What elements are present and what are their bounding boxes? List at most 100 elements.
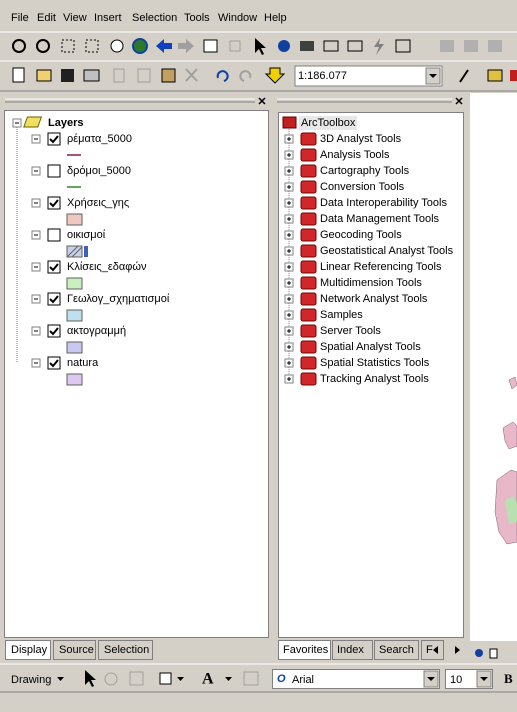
rotate[interactable] (104, 672, 118, 686)
tool-name[interactable]: Geostatistical Analyst Tools (320, 245, 454, 257)
fixed-zoom[interactable] (85, 39, 99, 53)
new[interactable] (12, 67, 25, 83)
hyperlink[interactable] (374, 38, 384, 55)
tool-name[interactable]: Conversion Tools (320, 181, 405, 193)
tool-name[interactable]: Geocoding Tools (320, 229, 402, 241)
close-button[interactable] (455, 97, 463, 105)
menu-item[interactable]: Selection (132, 12, 177, 24)
zoom-in[interactable] (12, 39, 26, 53)
drawing-menu[interactable]: Drawing (11, 674, 51, 686)
find[interactable] (300, 41, 314, 51)
tool-name[interactable]: Server Tools (320, 325, 381, 337)
scale-box[interactable] (294, 65, 443, 87)
zoom-whole[interactable] (129, 671, 144, 686)
layer-name[interactable]: Χρήσεις_γης (67, 197, 129, 209)
fixed-zoom[interactable] (61, 39, 75, 53)
menu-item[interactable]: Tools (184, 12, 210, 24)
edit-vertices[interactable] (243, 671, 259, 686)
menu-item[interactable]: Edit (37, 12, 56, 24)
tab[interactable] (421, 640, 444, 660)
copy[interactable] (137, 68, 151, 83)
select-elements[interactable] (85, 670, 96, 687)
text-tool[interactable]: A (202, 671, 214, 688)
tool-name[interactable]: Multidimension Tools (320, 277, 422, 289)
tool-name[interactable]: Spatial Analyst Tools (320, 341, 421, 353)
tab-label[interactable]: Display (11, 644, 48, 656)
cut[interactable] (113, 68, 125, 83)
font-box[interactable] (272, 669, 440, 689)
add-data[interactable] (264, 67, 286, 84)
rectangle[interactable] (159, 672, 172, 685)
tool-name[interactable]: Tracking Analyst Tools (320, 373, 429, 385)
tab[interactable] (278, 640, 331, 660)
tab[interactable] (374, 640, 419, 660)
tool-name[interactable]: Data Interoperability Tools (320, 197, 447, 209)
layer-checkbox[interactable] (47, 132, 61, 146)
zoom-out[interactable] (36, 39, 50, 53)
layer-name[interactable]: Γεωλογ_σχηματισμοί (67, 293, 170, 305)
tab-label[interactable]: Selection (104, 644, 149, 656)
tab-scroll-left[interactable] (433, 646, 438, 654)
time-slider[interactable] (395, 39, 411, 53)
full-extent[interactable] (132, 38, 148, 54)
tab-label[interactable]: Source (59, 644, 94, 656)
close-button[interactable] (258, 97, 266, 105)
tool-name[interactable]: Data Management Tools (320, 213, 440, 225)
layer-name[interactable]: ρέματα_5000 (67, 133, 132, 145)
tab-label[interactable]: Favorites (283, 644, 329, 656)
tab-label[interactable]: F (426, 644, 433, 656)
menu-item[interactable]: Help (264, 12, 287, 24)
menu-item[interactable]: View (63, 12, 87, 24)
bold-button[interactable]: B (504, 671, 513, 686)
delete[interactable] (185, 68, 198, 82)
layer-checkbox[interactable] (47, 356, 61, 370)
editor[interactable] (459, 69, 469, 83)
layer-checkbox[interactable] (47, 260, 61, 274)
layer-checkbox[interactable] (47, 292, 61, 306)
tab-label[interactable]: Index (337, 644, 364, 656)
tool-name[interactable]: Spatial Statistics Tools (320, 357, 430, 369)
layer-checkbox[interactable] (47, 324, 61, 338)
select-elements[interactable] (255, 38, 266, 55)
layer-name[interactable]: δρόμοι_5000 (67, 165, 131, 177)
tool-name[interactable]: Network Analyst Tools (320, 293, 428, 305)
menu-item[interactable]: Insert (94, 12, 122, 24)
toolbox-button[interactable] (510, 70, 517, 81)
layer-checkbox[interactable] (47, 164, 61, 178)
measure[interactable] (347, 40, 363, 52)
menu-item[interactable]: Window (218, 12, 257, 24)
layer-name[interactable]: ακτογραμμή (67, 325, 126, 337)
save[interactable] (61, 69, 74, 82)
layer-name[interactable]: natura (67, 357, 99, 369)
clear-selection[interactable] (229, 40, 241, 52)
undo[interactable] (216, 70, 229, 82)
tab[interactable] (53, 640, 96, 660)
identify[interactable] (278, 40, 290, 52)
go-to-xy[interactable] (323, 40, 339, 52)
tool-name[interactable]: Samples (320, 309, 363, 321)
paste[interactable] (161, 68, 176, 83)
tab-label[interactable]: Search (379, 644, 414, 656)
tab-scroll-right[interactable] (455, 646, 460, 654)
tool-name[interactable]: Cartography Tools (320, 165, 410, 177)
open[interactable] (36, 69, 52, 82)
pan[interactable] (110, 39, 124, 53)
tool-name[interactable]: Analysis Tools (320, 149, 390, 161)
catalog[interactable] (487, 69, 503, 82)
tool-name[interactable]: 3D Analyst Tools (320, 133, 402, 145)
tab[interactable] (5, 640, 51, 660)
layer-checkbox[interactable] (47, 228, 61, 242)
data-view[interactable] (475, 649, 483, 657)
layer-name[interactable]: οικισμοί (67, 229, 106, 241)
forward[interactable] (178, 39, 194, 53)
back[interactable] (156, 39, 172, 53)
menu-item[interactable]: File (11, 12, 29, 24)
redo[interactable] (239, 70, 252, 82)
tab[interactable] (332, 640, 373, 660)
select-features[interactable] (203, 39, 218, 53)
layer-checkbox[interactable] (47, 196, 61, 210)
print[interactable] (83, 69, 100, 82)
layout-view[interactable] (489, 648, 498, 659)
tab[interactable] (98, 640, 153, 660)
layer-name[interactable]: Κλίσεις_εδαφών (67, 261, 147, 273)
